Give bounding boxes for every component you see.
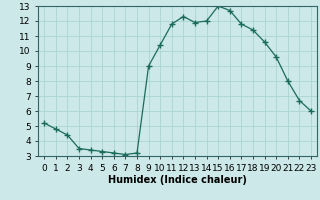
X-axis label: Humidex (Indice chaleur): Humidex (Indice chaleur) [108,175,247,185]
